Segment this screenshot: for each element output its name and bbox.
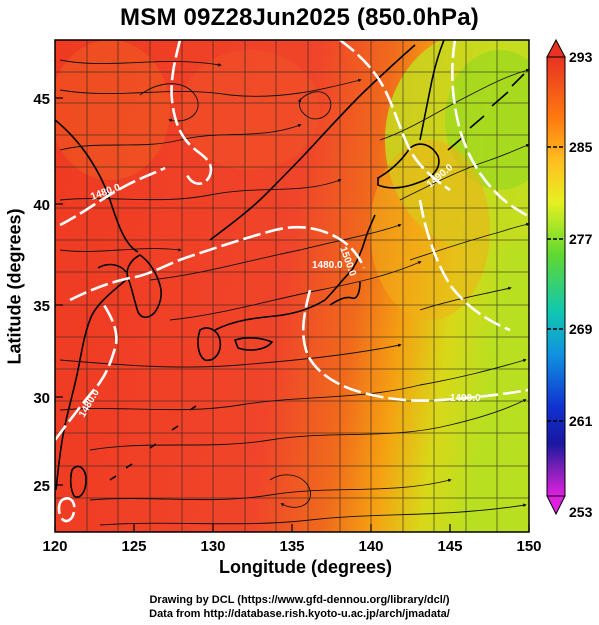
lat-lon-grid <box>55 40 529 532</box>
x-tick-label: 150 <box>516 538 541 555</box>
colorbar-tick-label: 293 <box>569 49 593 65</box>
y-tick-label: 25 <box>33 478 50 495</box>
coastlines <box>55 40 525 498</box>
x-tick-label: 140 <box>358 538 383 555</box>
x-axis-label: Longitude (degrees) <box>218 557 392 577</box>
y-tick-label: 45 <box>33 91 50 108</box>
x-tick-label: 125 <box>121 538 146 555</box>
y-axis-ticks <box>55 97 63 486</box>
y-axis-tick-labels: 25 30 35 40 45 <box>33 91 50 495</box>
colorbar-tick-label: 261 <box>569 413 593 429</box>
contour-label: 1480.0 <box>312 260 343 271</box>
page-title: MSM 09Z28Jun2025 (850.0hPa) <box>120 4 479 31</box>
y-tick-label: 40 <box>33 197 50 214</box>
height-contours <box>55 40 529 523</box>
x-tick-label: 145 <box>437 538 462 555</box>
y-axis-label: Latitude (degrees) <box>4 208 25 365</box>
colorbar <box>546 38 566 516</box>
x-axis-ticks <box>54 524 530 532</box>
y-tick-label: 30 <box>33 390 50 407</box>
x-axis-tick-labels: 120 125 130 135 140 145 150 <box>42 538 541 555</box>
colorbar-tick-label: 253 <box>569 504 593 520</box>
colorbar-tick-labels: 293 285 277 269 261 253 <box>569 49 593 520</box>
x-tick-label: 120 <box>42 538 67 555</box>
x-tick-label: 130 <box>200 538 225 555</box>
credit-data-source: Data from http://database.rish.kyoto-u.a… <box>149 608 450 620</box>
colorbar-tick-label: 277 <box>569 231 593 247</box>
credit-drawing: Drawing by DCL (https://www.gfd-dennou.o… <box>149 594 450 606</box>
colorbar-tick-label: 285 <box>569 139 593 155</box>
x-tick-label: 135 <box>279 538 304 555</box>
contour-label: 1490.0 <box>450 393 481 404</box>
colorbar-tick-label: 269 <box>569 321 593 337</box>
y-tick-label: 35 <box>33 298 50 315</box>
